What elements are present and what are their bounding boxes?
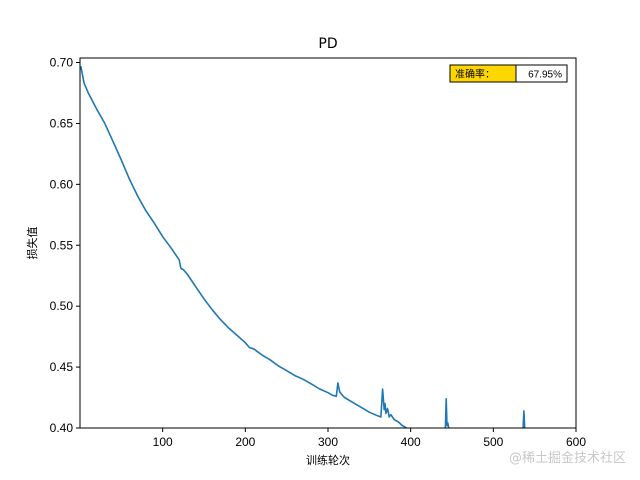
x-tick-label: 400 bbox=[401, 435, 421, 449]
y-tick-label: 0.50 bbox=[50, 299, 74, 313]
x-axis-label: 训练轮次 bbox=[306, 453, 350, 467]
accuracy-value-cell bbox=[515, 64, 568, 83]
y-tick-label: 0.70 bbox=[50, 56, 74, 70]
loss-line bbox=[80, 66, 526, 429]
x-axis-ticks: 100 200 300 400 500 600 bbox=[153, 428, 586, 449]
y-axis-ticks: 0.40 0.45 0.50 0.55 0.60 0.65 0.70 bbox=[50, 56, 80, 435]
accuracy-box: 准确率： 67.95% bbox=[449, 64, 568, 83]
x-tick-label: 500 bbox=[483, 435, 503, 449]
series-loss-spike-537 bbox=[522, 410, 526, 429]
x-tick-label: 300 bbox=[318, 435, 338, 449]
accuracy-value: 67.95% bbox=[528, 70, 562, 81]
y-tick-label: 0.45 bbox=[50, 360, 74, 374]
x-tick-label: 100 bbox=[153, 435, 173, 449]
series-loss-spike-443 bbox=[444, 397, 450, 429]
accuracy-label: 准确率： bbox=[455, 68, 495, 81]
y-tick-label: 0.55 bbox=[50, 238, 74, 252]
x-tick-label: 200 bbox=[235, 435, 255, 449]
series-loss bbox=[80, 66, 407, 429]
y-tick-label: 0.65 bbox=[50, 116, 74, 130]
x-tick-label: 600 bbox=[566, 435, 586, 449]
axes-frame bbox=[79, 57, 577, 429]
y-axis-label: 损失值 bbox=[25, 227, 39, 260]
watermark: @稀土掘金技术社区 bbox=[508, 451, 626, 466]
y-tick-label: 0.40 bbox=[50, 421, 74, 435]
y-tick-label: 0.60 bbox=[50, 177, 74, 191]
chart-title: PD bbox=[318, 36, 337, 52]
